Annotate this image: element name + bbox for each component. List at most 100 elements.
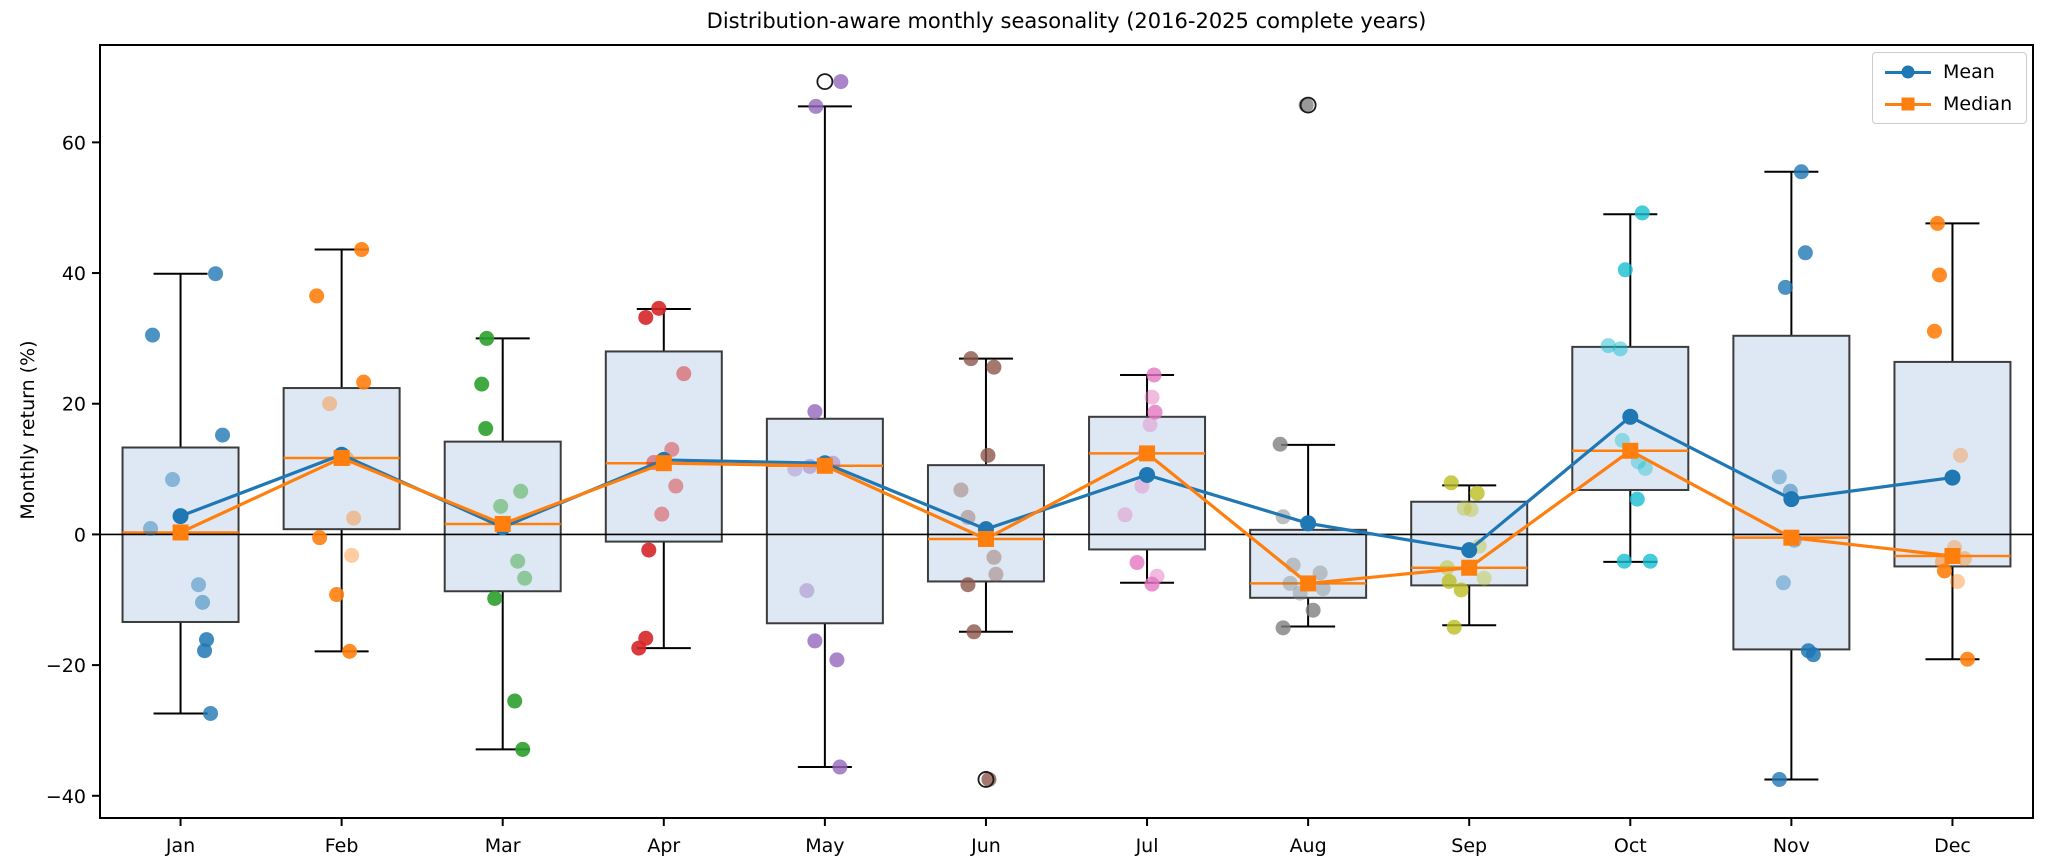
data-point: [143, 521, 159, 537]
x-tick-label: Dec: [1934, 835, 1971, 857]
data-point: [487, 590, 503, 606]
x-tick-label: Aug: [1290, 835, 1327, 857]
data-point: [1775, 575, 1791, 591]
data-point: [354, 242, 370, 258]
x-tick-label: Feb: [325, 835, 359, 857]
data-point: [1443, 475, 1459, 491]
data-point: [1805, 647, 1821, 663]
box-Apr: [604, 350, 723, 543]
data-point: [1634, 205, 1650, 221]
data-point: [953, 482, 969, 498]
data-point: [312, 530, 328, 546]
outlier-marker: [816, 73, 834, 90]
x-tick-label: Apr: [647, 835, 680, 857]
data-point: [1147, 404, 1163, 420]
axes-frame: [99, 44, 2034, 819]
data-point: [515, 741, 531, 757]
data-point: [191, 577, 207, 593]
data-point: [1612, 341, 1628, 357]
data-point: [807, 404, 823, 420]
data-point: [1144, 389, 1160, 405]
median-marker: [1622, 442, 1639, 459]
data-point: [517, 570, 533, 586]
data-point: [1959, 651, 1975, 667]
data-point: [329, 587, 345, 603]
data-point: [510, 553, 526, 569]
data-point: [165, 472, 181, 488]
data-point: [215, 427, 231, 443]
data-point: [1142, 417, 1158, 433]
data-point: [1305, 602, 1321, 618]
median-marker: [494, 515, 511, 532]
mean-marker: [1783, 491, 1800, 508]
mean-marker: [1300, 515, 1317, 532]
y-axis-label: Monthly return (%): [17, 340, 39, 520]
data-point: [1441, 573, 1457, 589]
x-tick-label: Jun: [970, 835, 1001, 857]
data-point: [1949, 573, 1965, 589]
median-marker: [1300, 575, 1317, 592]
x-tick-label: Jul: [1135, 835, 1159, 857]
data-point: [344, 547, 360, 563]
mean-line: [179, 414, 1953, 552]
data-point: [1600, 338, 1616, 354]
y-tick-label: 40: [62, 263, 86, 285]
median-marker: [655, 455, 672, 472]
data-point: [513, 483, 529, 499]
data-point: [980, 447, 996, 463]
mean-marker: [1139, 466, 1156, 483]
data-point: [638, 309, 654, 325]
data-point: [356, 374, 372, 390]
data-point: [668, 478, 684, 494]
data-point: [1312, 565, 1328, 581]
median-marker-icon: [1901, 97, 1915, 111]
y-tick-label: 20: [62, 394, 86, 416]
median-marker: [1944, 547, 1961, 564]
data-point: [309, 288, 325, 304]
data-point: [507, 693, 523, 709]
data-point: [1637, 460, 1653, 476]
outlier-marker: [977, 771, 995, 788]
data-point: [474, 376, 490, 392]
median-marker: [1139, 445, 1156, 462]
box-May: [765, 417, 884, 625]
data-point: [676, 366, 692, 382]
y-tick-label: 60: [62, 132, 86, 154]
median-marker: [172, 524, 189, 541]
x-tick-label: Sep: [1451, 835, 1487, 857]
data-point: [1439, 560, 1455, 576]
data-point: [1453, 582, 1469, 598]
data-point: [195, 594, 211, 610]
data-point: [322, 396, 338, 412]
data-point: [1793, 164, 1809, 180]
data-point: [1956, 551, 1972, 567]
data-point: [1282, 575, 1298, 591]
data-point: [963, 351, 979, 367]
data-point: [1642, 553, 1658, 569]
outlier-marker: [1299, 96, 1317, 114]
data-point: [1476, 570, 1492, 586]
data-point: [960, 577, 976, 593]
data-point: [1469, 485, 1485, 501]
data-point: [1463, 502, 1479, 518]
chart-title: Distribution-aware monthly seasonality (…: [706, 9, 1427, 33]
mean-line-swatch: [1885, 64, 1931, 80]
x-tick-label: Mar: [485, 835, 521, 857]
mean-marker: [172, 508, 189, 525]
median-marker: [1461, 559, 1478, 576]
y-tick-label: −40: [46, 786, 86, 808]
data-point: [641, 542, 657, 558]
data-point: [799, 583, 815, 599]
legend-entry-mean: Mean: [1885, 61, 2012, 83]
x-tick-label: Nov: [1773, 835, 1810, 857]
data-point: [1129, 555, 1145, 571]
data-point: [1117, 507, 1133, 523]
data-point: [631, 640, 647, 656]
data-point: [1446, 619, 1462, 635]
data-point: [478, 421, 494, 437]
data-point: [199, 632, 215, 648]
legend-entry-median: Median: [1885, 93, 2012, 115]
y-tick-label: −20: [46, 655, 86, 677]
